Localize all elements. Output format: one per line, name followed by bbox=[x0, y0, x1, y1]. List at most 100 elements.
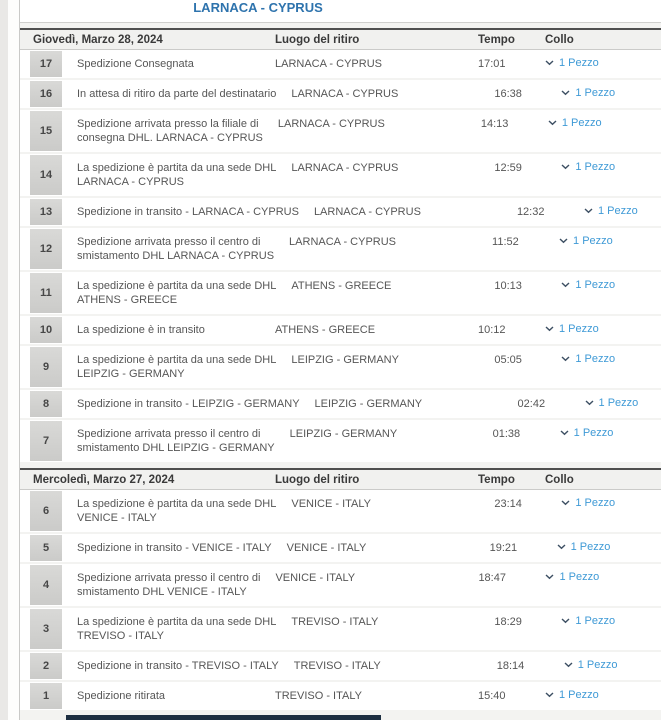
pezzo-link[interactable]: 1 Pezzo bbox=[573, 427, 614, 439]
chevron-down-icon[interactable] bbox=[545, 60, 554, 66]
time-value: 18:47 bbox=[478, 572, 506, 584]
pezzo-link[interactable]: 1 Pezzo bbox=[559, 323, 599, 335]
pezzo-link[interactable]: 1 Pezzo bbox=[559, 571, 600, 583]
time-value: 23:14 bbox=[494, 498, 522, 510]
chevron-down-icon[interactable] bbox=[561, 90, 570, 96]
pezzo-link[interactable]: 1 Pezzo bbox=[559, 689, 599, 701]
chevron-down-icon[interactable] bbox=[561, 356, 570, 362]
table-row: 5 Spedizione in transito - VENICE - ITAL… bbox=[20, 534, 661, 564]
pezzo-link[interactable]: 1 Pezzo bbox=[575, 279, 616, 291]
pickup-location: LARNACA - CYPRUS bbox=[313, 206, 421, 218]
step-number: 12 bbox=[30, 229, 62, 269]
pezzo-link[interactable]: 1 Pezzo bbox=[577, 659, 618, 671]
pezzo-link[interactable]: 1 Pezzo bbox=[559, 57, 599, 69]
status-description: Spedizione arrivata presso il centro di … bbox=[77, 236, 275, 262]
status-description: Spedizione in transito - LEIPZIG - GERMA… bbox=[77, 398, 300, 410]
pezzo-link[interactable]: 1 Pezzo bbox=[597, 205, 638, 217]
step-number: 15 bbox=[30, 111, 62, 151]
pickup-location: TREVISO - ITALY bbox=[275, 690, 362, 702]
collo-cell: 1 Pezzo bbox=[561, 272, 661, 314]
chevron-down-icon[interactable] bbox=[560, 430, 569, 436]
chevron-down-icon[interactable] bbox=[585, 400, 594, 406]
time-value: 16:38 bbox=[494, 88, 522, 100]
status-description: La spedizione è partita da una sede DHL … bbox=[77, 616, 277, 642]
chevron-down-icon[interactable] bbox=[561, 618, 570, 624]
status-description: La spedizione è partita da una sede DHL … bbox=[77, 498, 277, 524]
table-row: 11 La spedizione è partita da una sede D… bbox=[20, 272, 661, 316]
table-header-row: Giovedì, Marzo 28, 2024 Luogo del ritiro… bbox=[20, 28, 661, 50]
table-row: 15 Spedizione arrivata presso la filiale… bbox=[20, 110, 661, 154]
collo-cell: 1 Pezzo bbox=[561, 608, 661, 650]
time-value: 17:01 bbox=[478, 58, 506, 70]
collo-cell: 1 Pezzo bbox=[548, 110, 661, 152]
table-row: 16 In attesa di ritiro da parte del dest… bbox=[20, 80, 661, 110]
status-description: Spedizione in transito - LARNACA - CYPRU… bbox=[77, 206, 299, 218]
time-value: 01:38 bbox=[492, 428, 521, 440]
pezzo-link[interactable]: 1 Pezzo bbox=[575, 353, 616, 365]
status-description: Spedizione ritirata bbox=[77, 690, 166, 702]
column-header-luogo: Luogo del ritiro bbox=[275, 473, 360, 486]
date-section: Giovedì, Marzo 28, 2024 Luogo del ritiro… bbox=[20, 28, 661, 464]
date-section: Mercoledì, Marzo 27, 2024 Luogo del riti… bbox=[20, 468, 661, 712]
table-row: 14 La spedizione è partita da una sede D… bbox=[20, 154, 661, 198]
collo-cell: 1 Pezzo bbox=[584, 198, 661, 226]
chevron-down-icon[interactable] bbox=[561, 500, 570, 506]
pezzo-link[interactable]: 1 Pezzo bbox=[598, 397, 639, 409]
chevron-down-icon[interactable] bbox=[545, 574, 554, 580]
section-rows: 17 Spedizione Consegnata LARNACA - CYPRU… bbox=[20, 50, 661, 464]
step-number: 3 bbox=[30, 609, 62, 649]
collo-cell: 1 Pezzo bbox=[564, 652, 661, 680]
chevron-down-icon[interactable] bbox=[548, 120, 557, 126]
collo-cell: 1 Pezzo bbox=[545, 682, 661, 710]
table-header-row: Mercoledì, Marzo 27, 2024 Luogo del riti… bbox=[20, 468, 661, 490]
collo-cell: 1 Pezzo bbox=[559, 228, 661, 270]
pezzo-link[interactable]: 1 Pezzo bbox=[575, 87, 616, 99]
table-row: 12 Spedizione arrivata presso il centro … bbox=[20, 228, 661, 272]
collo-cell: 1 Pezzo bbox=[560, 420, 661, 462]
step-number: 16 bbox=[30, 81, 62, 107]
status-description: Spedizione Consegnata bbox=[77, 58, 194, 70]
chevron-down-icon[interactable] bbox=[561, 164, 570, 170]
collo-cell: 1 Pezzo bbox=[545, 50, 661, 78]
pezzo-link[interactable]: 1 Pezzo bbox=[575, 615, 616, 627]
time-value: 10:12 bbox=[478, 324, 506, 336]
collo-cell: 1 Pezzo bbox=[545, 316, 661, 344]
collo-cell: 1 Pezzo bbox=[585, 390, 661, 418]
step-number: 7 bbox=[30, 421, 62, 461]
pezzo-link[interactable]: 1 Pezzo bbox=[575, 497, 616, 509]
chevron-down-icon[interactable] bbox=[584, 208, 593, 214]
time-value: 18:14 bbox=[496, 660, 525, 672]
pezzo-link[interactable]: 1 Pezzo bbox=[575, 161, 616, 173]
pezzo-link[interactable]: 1 Pezzo bbox=[570, 541, 611, 553]
destination-title: LARNACA - CYPRUS bbox=[193, 0, 323, 15]
pickup-location: VENICE - ITALY bbox=[291, 498, 372, 510]
step-number: 17 bbox=[30, 51, 62, 77]
pezzo-link[interactable]: 1 Pezzo bbox=[573, 235, 613, 247]
table-row: 1 Spedizione ritirata TREVISO - ITALY 15… bbox=[20, 682, 661, 712]
date-header: Mercoledì, Marzo 27, 2024 bbox=[33, 473, 175, 486]
chevron-down-icon[interactable] bbox=[559, 238, 568, 244]
chevron-down-icon[interactable] bbox=[561, 282, 570, 288]
cutoff-footer-bar bbox=[66, 715, 381, 720]
time-value: 12:32 bbox=[516, 206, 545, 218]
tracking-panel: LARNACA - CYPRUS Giovedì, Marzo 28, 2024… bbox=[19, 0, 661, 720]
step-number: 6 bbox=[30, 491, 62, 531]
chevron-down-icon[interactable] bbox=[545, 692, 554, 698]
column-header-luogo: Luogo del ritiro bbox=[275, 33, 360, 46]
time-value: 12:59 bbox=[494, 162, 522, 174]
pickup-location: LEIPZIG - GERMANY bbox=[314, 398, 423, 410]
chevron-down-icon[interactable] bbox=[557, 544, 566, 550]
status-description: Spedizione arrivata presso la filiale di… bbox=[77, 118, 263, 144]
pickup-location: LARNACA - CYPRUS bbox=[291, 162, 399, 174]
chevron-down-icon[interactable] bbox=[564, 662, 573, 668]
time-value: 02:42 bbox=[517, 398, 546, 410]
time-value: 15:40 bbox=[478, 690, 506, 702]
table-row: 10 La spedizione è in transito ATHENS - … bbox=[20, 316, 661, 346]
step-number: 2 bbox=[30, 653, 62, 679]
pezzo-link[interactable]: 1 Pezzo bbox=[561, 117, 602, 129]
pickup-location: LEIPZIG - GERMANY bbox=[289, 428, 398, 440]
chevron-down-icon[interactable] bbox=[545, 326, 554, 332]
pickup-location: LARNACA - CYPRUS bbox=[277, 118, 385, 130]
step-number: 4 bbox=[30, 565, 62, 605]
step-number: 1 bbox=[30, 683, 62, 709]
